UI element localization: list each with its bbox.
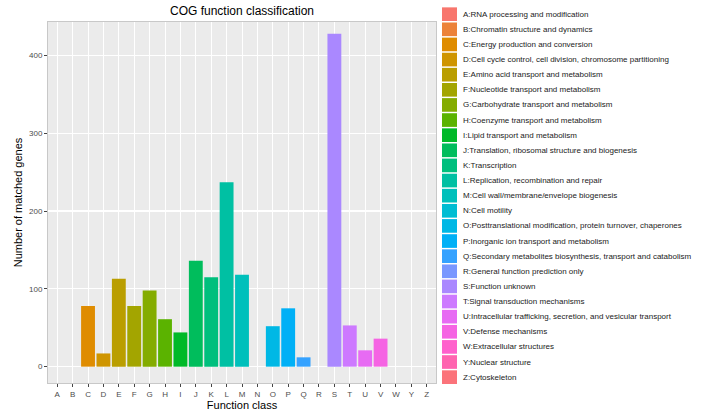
svg-text:C: C (85, 390, 91, 399)
svg-text:D:Cell cycle control, cell div: D:Cell cycle control, cell division, chr… (463, 55, 669, 64)
svg-text:U: U (362, 390, 368, 399)
svg-text:G: G (147, 390, 153, 399)
svg-text:R: R (316, 390, 322, 399)
svg-text:P:Inorganic ion transport and: P:Inorganic ion transport and metabolism (463, 237, 609, 246)
svg-text:C:Energy production and conver: C:Energy production and conversion (463, 40, 592, 49)
svg-text:R:General function prediction: R:General function prediction only (463, 267, 584, 276)
svg-text:V: V (378, 390, 384, 399)
svg-text:M:Cell wall/membrane/envelope: M:Cell wall/membrane/envelope biogenesis (463, 191, 617, 200)
svg-text:Y:Nuclear structure: Y:Nuclear structure (463, 358, 532, 367)
svg-text:COG function classification: COG function classification (170, 4, 314, 18)
svg-text:I: I (179, 390, 181, 399)
svg-text:N: N (255, 390, 261, 399)
svg-text:T:Signal transduction mechanis: T:Signal transduction mechanisms (463, 297, 584, 306)
svg-text:W: W (392, 390, 400, 399)
svg-text:B: B (70, 390, 75, 399)
svg-text:A:RNA processing and modificat: A:RNA processing and modification (463, 10, 588, 19)
svg-text:O:Posttranslational modificati: O:Posttranslational modification, protei… (463, 221, 682, 230)
svg-text:V:Defense mechanisms: V:Defense mechanisms (463, 327, 547, 336)
svg-text:S:Function unknown: S:Function unknown (463, 282, 536, 291)
svg-text:L: L (224, 390, 229, 399)
svg-text:E:Amino acid transport and met: E:Amino acid transport and metabolism (463, 70, 603, 79)
svg-text:Number of matched genes: Number of matched genes (12, 137, 24, 267)
svg-text:U:Intracellular trafficking, s: U:Intracellular trafficking, secretion, … (463, 312, 672, 321)
svg-text:A: A (55, 390, 61, 399)
svg-text:D: D (101, 390, 107, 399)
svg-text:300: 300 (29, 129, 43, 138)
svg-text:N:Cell motility: N:Cell motility (463, 206, 512, 215)
svg-text:S: S (332, 390, 337, 399)
svg-text:400: 400 (29, 51, 43, 60)
svg-text:100: 100 (29, 285, 43, 294)
svg-text:0: 0 (38, 362, 43, 371)
svg-text:P: P (286, 390, 291, 399)
svg-text:Function class: Function class (207, 399, 278, 411)
svg-text:Q:Secondary metabolites biosyn: Q:Secondary metabolites biosynthesis, tr… (463, 252, 691, 261)
svg-text:H: H (162, 390, 168, 399)
svg-text:W:Extracellular structures: W:Extracellular structures (463, 342, 554, 351)
svg-text:Z:Cytoskeleton: Z:Cytoskeleton (463, 373, 516, 382)
svg-text:K:Transcription: K:Transcription (463, 161, 517, 170)
svg-text:F: F (132, 390, 137, 399)
svg-text:G:Carbohydrate transport and m: G:Carbohydrate transport and metabolism (463, 100, 613, 109)
svg-text:Z: Z (424, 390, 429, 399)
svg-text:200: 200 (29, 207, 43, 216)
svg-text:M: M (239, 390, 246, 399)
svg-text:H:Coenzyme transport and metab: H:Coenzyme transport and metabolism (463, 116, 602, 125)
svg-text:Q: Q (300, 390, 306, 399)
svg-text:Y: Y (409, 390, 415, 399)
svg-text:E: E (116, 390, 121, 399)
svg-text:B:Chromatin structure and dyna: B:Chromatin structure and dynamics (463, 25, 592, 34)
svg-text:I:Lipid transport and metaboli: I:Lipid transport and metabolism (463, 131, 577, 140)
svg-text:J: J (194, 390, 198, 399)
svg-text:F:Nucleotide transport and met: F:Nucleotide transport and metabolism (463, 85, 601, 94)
svg-text:O: O (270, 390, 276, 399)
svg-text:J:Translation, ribosomal struc: J:Translation, ribosomal structure and b… (463, 146, 637, 155)
svg-text:T: T (347, 390, 352, 399)
svg-text:L:Replication, recombination a: L:Replication, recombination and repair (463, 176, 603, 185)
svg-text:K: K (209, 390, 215, 399)
